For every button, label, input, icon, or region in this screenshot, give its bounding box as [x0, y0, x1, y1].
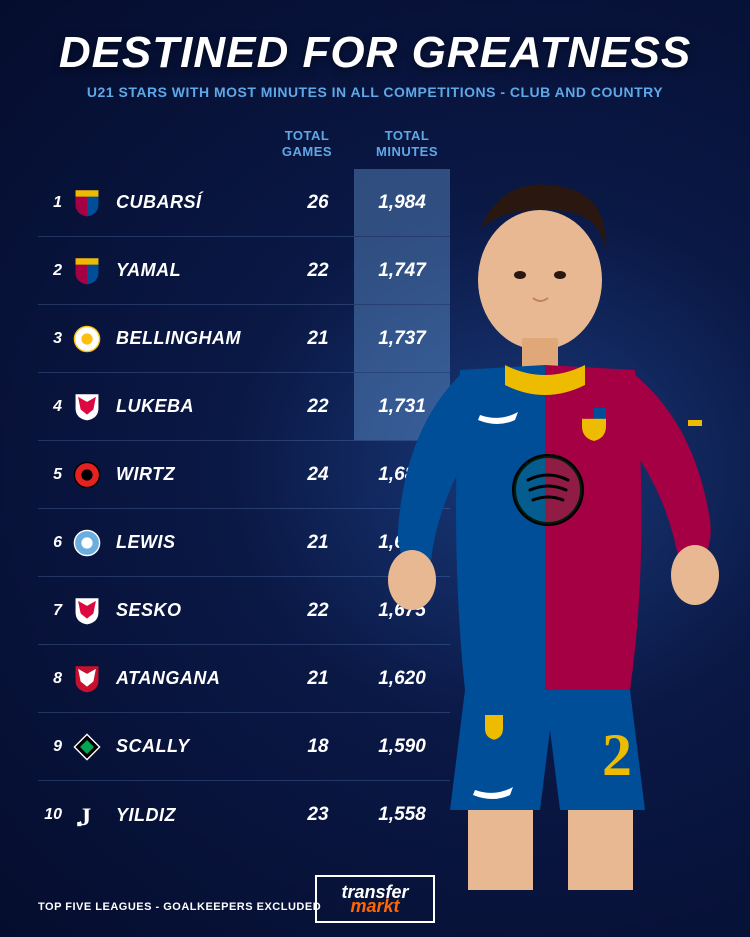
total-games-value: 23 [288, 804, 348, 826]
club-crest-icon [72, 392, 102, 422]
footnote-text: TOP FIVE LEAGUES - GOALKEEPERS EXCLUDED [38, 901, 321, 913]
club-crest-icon [72, 324, 102, 354]
player-name: YILDIZ [116, 805, 288, 826]
svg-text:2: 2 [602, 722, 632, 788]
rank-number: 1 [38, 194, 62, 212]
player-name: SCALLY [116, 736, 288, 757]
player-name: BELLINGHAM [116, 328, 288, 349]
rank-number: 10 [38, 806, 62, 824]
total-games-value: 22 [288, 396, 348, 418]
total-games-value: 18 [288, 736, 348, 758]
page-subtitle: U21 STARS WITH MOST MINUTES IN ALL COMPE… [0, 84, 750, 100]
header-total-games: TOTALGAMES [262, 128, 352, 159]
rank-number: 9 [38, 738, 62, 756]
club-crest-icon [72, 460, 102, 490]
club-crest-icon: J [72, 800, 102, 830]
player-name: ATANGANA [116, 668, 288, 689]
total-games-value: 22 [288, 600, 348, 622]
logo-line-2: markt [350, 898, 399, 914]
player-name: CUBARSÍ [116, 192, 288, 213]
rank-number: 2 [38, 262, 62, 280]
total-games-value: 21 [288, 328, 348, 350]
featured-player-image: 2 [350, 170, 750, 890]
header-total-minutes: TOTALMINUTES [362, 128, 452, 159]
total-games-value: 21 [288, 532, 348, 554]
total-games-value: 21 [288, 668, 348, 690]
player-name: YAMAL [116, 260, 288, 281]
club-crest-icon [72, 596, 102, 626]
player-svg: 2 [350, 170, 750, 890]
player-name: SESKO [116, 600, 288, 621]
column-headers: TOTALGAMES TOTALMINUTES [0, 128, 750, 159]
club-crest-icon [72, 528, 102, 558]
club-crest-icon [72, 664, 102, 694]
infographic-container: DESTINED FOR GREATNESS U21 STARS WITH MO… [0, 0, 750, 937]
total-games-value: 24 [288, 464, 348, 486]
rank-number: 8 [38, 670, 62, 688]
total-games-value: 22 [288, 260, 348, 282]
total-games-value: 26 [288, 192, 348, 214]
player-name: LEWIS [116, 532, 288, 553]
rank-number: 7 [38, 602, 62, 620]
club-crest-icon [72, 256, 102, 286]
rank-number: 4 [38, 398, 62, 416]
player-name: LUKEBA [116, 396, 288, 417]
page-title: DESTINED FOR GREATNESS [0, 28, 750, 78]
club-crest-icon [72, 732, 102, 762]
rank-number: 3 [38, 330, 62, 348]
player-name: WIRTZ [116, 464, 288, 485]
rank-number: 5 [38, 466, 62, 484]
club-crest-icon [72, 188, 102, 218]
rank-number: 6 [38, 534, 62, 552]
